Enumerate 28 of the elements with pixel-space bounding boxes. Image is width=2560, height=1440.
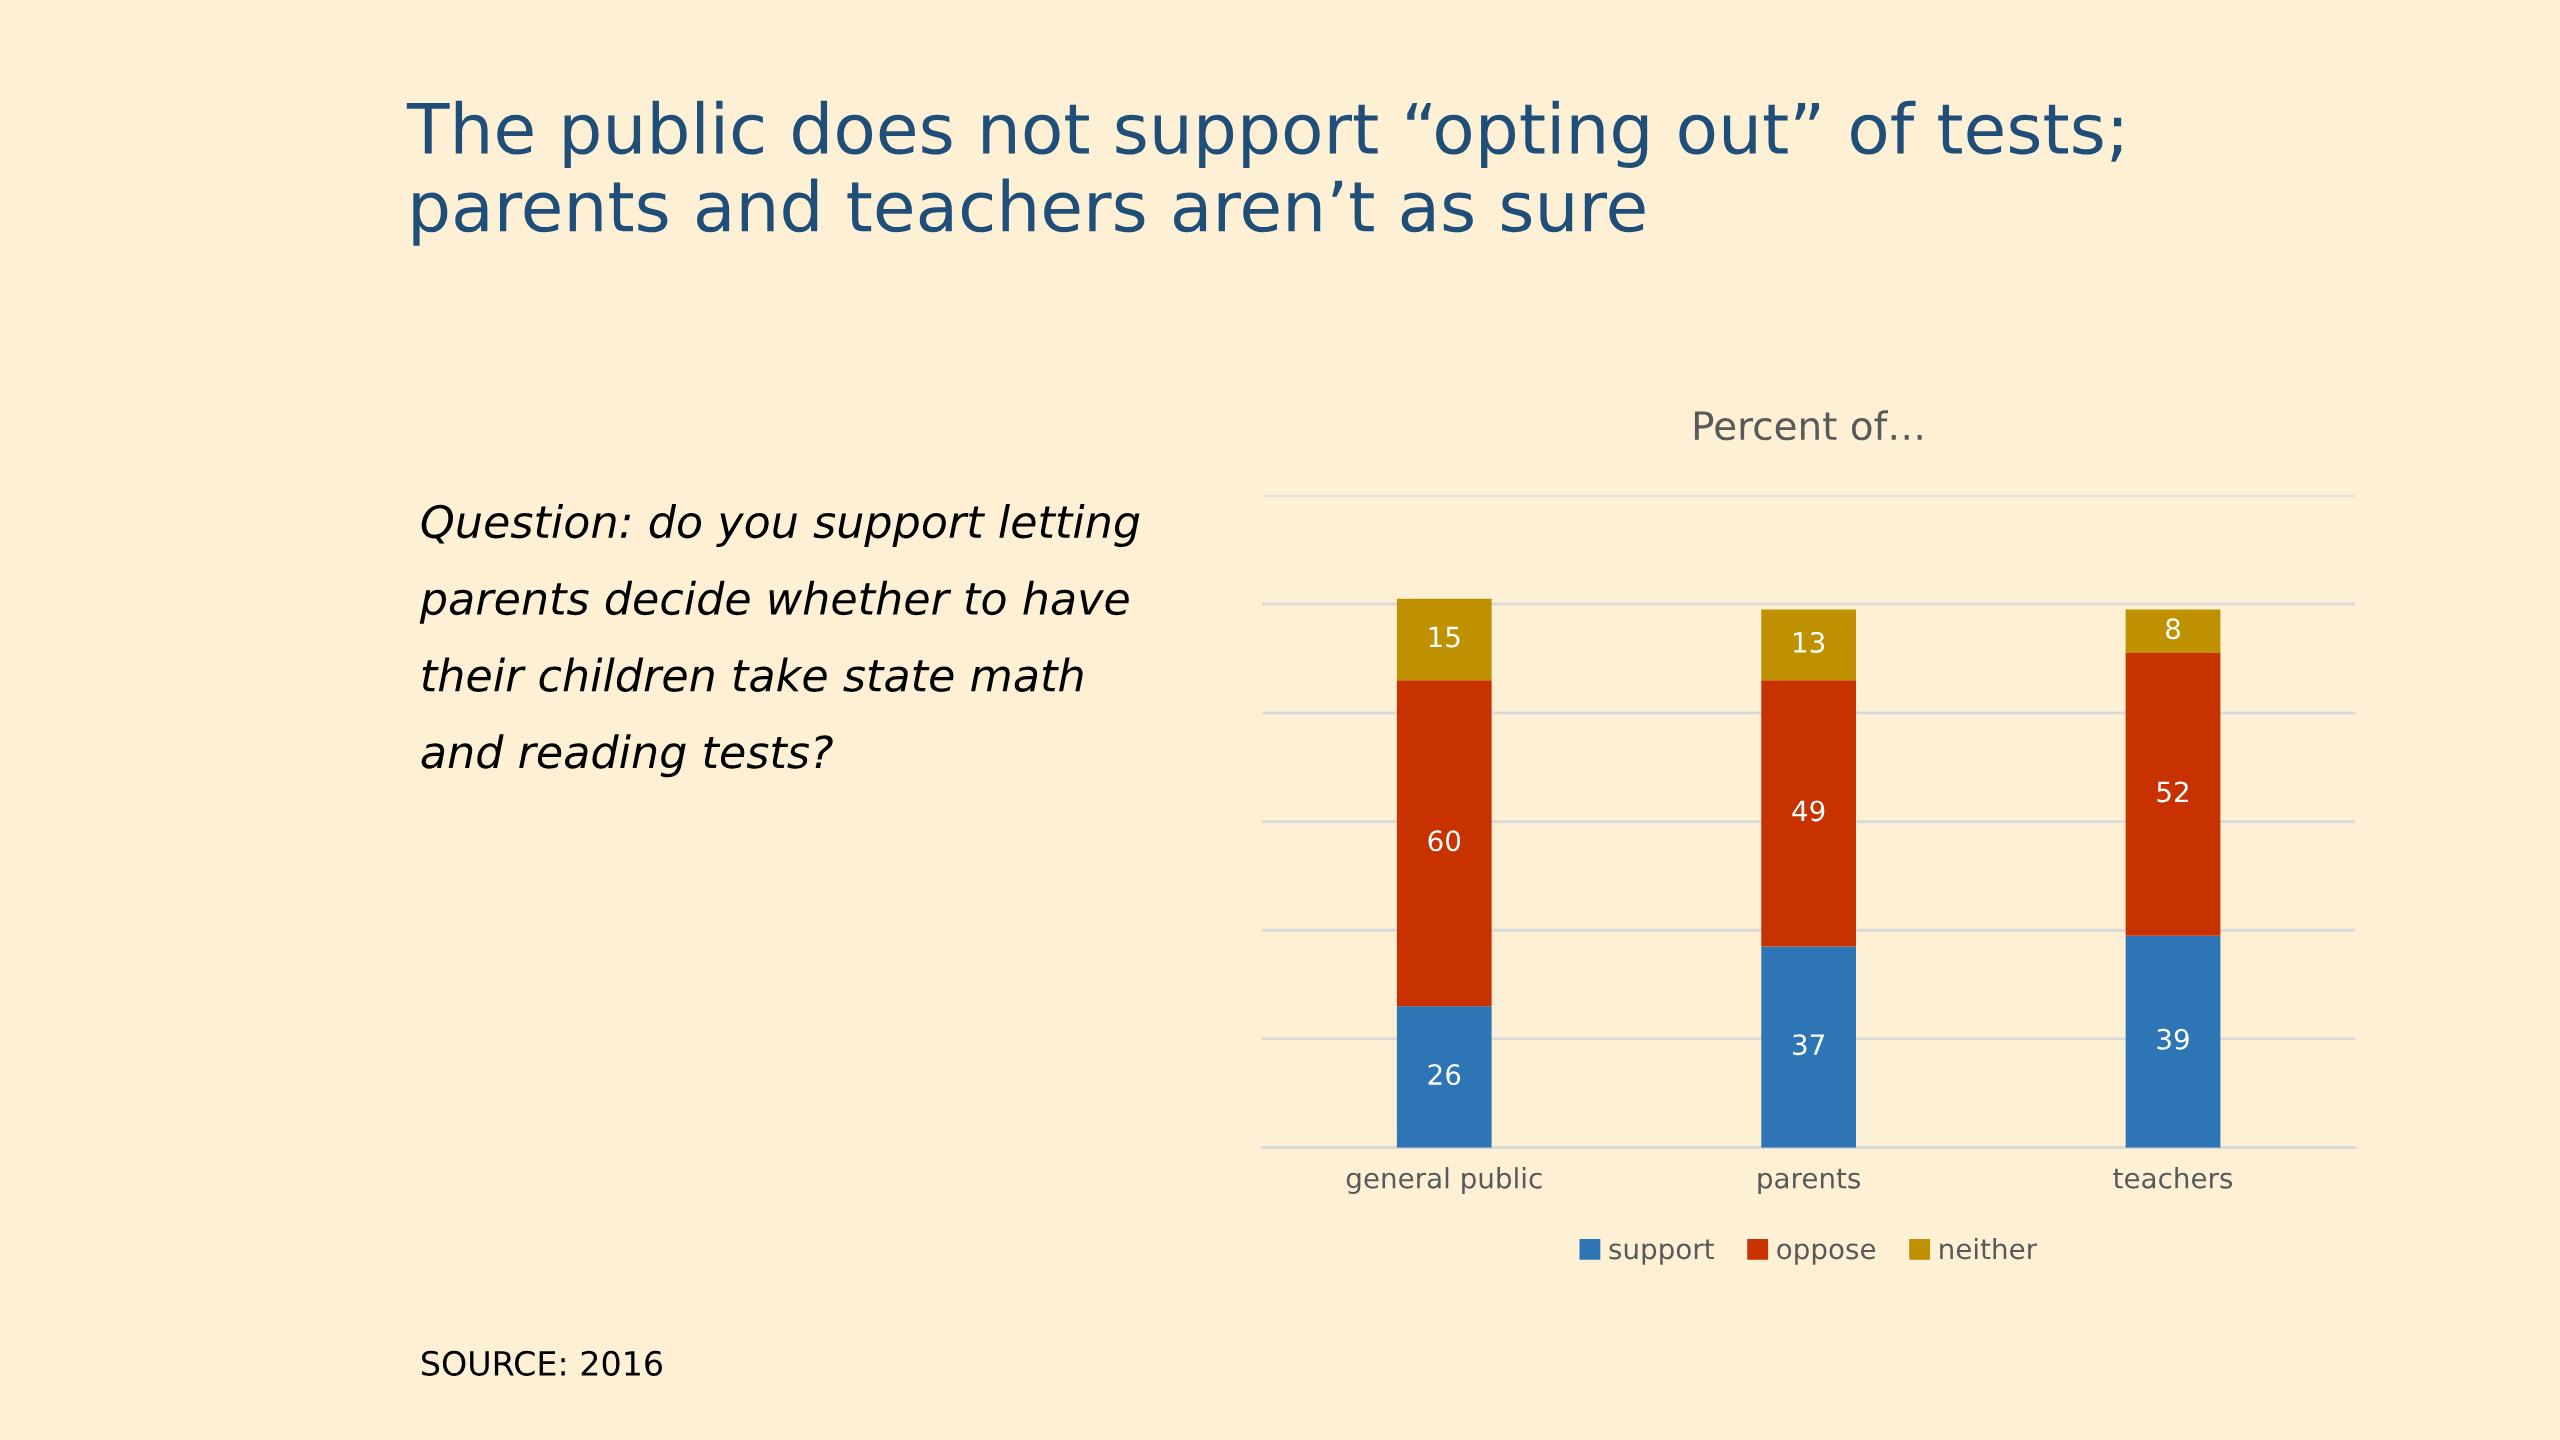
source-note: SOURCE: 2016: [422, 1350, 663, 1376]
x-tick-label: parents: [1758, 1168, 1861, 1195]
x-tick-label: teachers: [2113, 1167, 2233, 1189]
legend-label: oppose: [1777, 1243, 1876, 1265]
data-label: 49: [1792, 800, 1825, 822]
bar: [1396, 1006, 1492, 1148]
legend-label: neither: [1940, 1237, 2038, 1260]
bar: [1761, 946, 1857, 1148]
data-label: 13: [1794, 631, 1825, 653]
bar: [2125, 653, 2221, 936]
text: Question: do you support letting parents decide whether to have their children take state math and reading tests?: [419, 504, 1140, 778]
bar: [1396, 680, 1492, 1007]
bar: [1761, 609, 1857, 681]
data-label: 15: [1429, 626, 1460, 648]
x-tick-label: general public: [1346, 1167, 1542, 1195]
bar: [2125, 609, 2221, 653]
chart-subtitle: Percent of…: [1694, 410, 1922, 441]
bar: [2125, 935, 2221, 1148]
bar: [1761, 680, 1857, 947]
bar: [1396, 598, 1492, 681]
data-label: 37: [1793, 1034, 1824, 1056]
data-label: 8: [2166, 618, 2180, 640]
data-label: 39: [2157, 1028, 2189, 1050]
data-label: 26: [1428, 1064, 1461, 1086]
data-label: 52: [2157, 781, 2188, 803]
data-label: 60: [1428, 830, 1461, 852]
legend-label: support: [1609, 1239, 1714, 1265]
chart-title: The public does not support “opting out” of tests; parents and teachers aren’t as sure: [406, 100, 2122, 246]
